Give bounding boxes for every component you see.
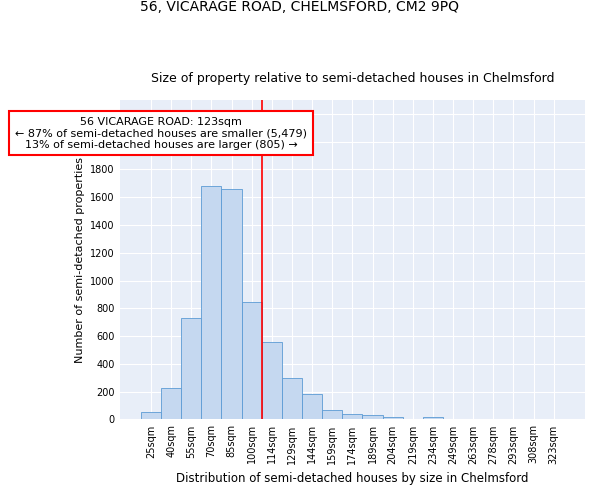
Bar [322,410,342,420]
Bar [423,418,443,420]
Bar [383,416,403,420]
Bar [161,388,181,420]
Text: 56 VICARAGE ROAD: 123sqm
← 87% of semi-detached houses are smaller (5,479)
13% o: 56 VICARAGE ROAD: 123sqm ← 87% of semi-d… [15,116,307,150]
Bar [141,412,161,420]
Bar [202,186,221,420]
Y-axis label: Number of semi-detached properties: Number of semi-detached properties [74,156,85,362]
Text: 56, VICARAGE ROAD, CHELMSFORD, CM2 9PQ: 56, VICARAGE ROAD, CHELMSFORD, CM2 9PQ [140,0,460,14]
Bar [282,378,302,420]
Bar [262,342,282,419]
Bar [181,318,202,420]
Bar [342,414,362,420]
X-axis label: Distribution of semi-detached houses by size in Chelmsford: Distribution of semi-detached houses by … [176,472,529,485]
Bar [302,394,322,419]
Bar [242,302,262,420]
Bar [221,189,242,420]
Bar [362,416,383,420]
Title: Size of property relative to semi-detached houses in Chelmsford: Size of property relative to semi-detach… [151,72,554,85]
